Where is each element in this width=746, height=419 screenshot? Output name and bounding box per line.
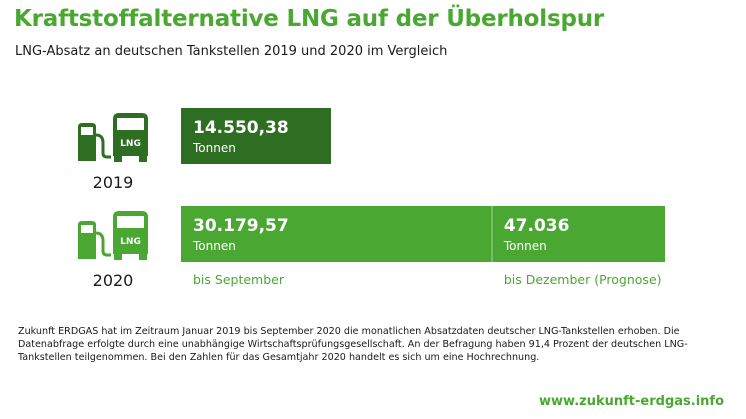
year-label: 2020 (92, 271, 134, 290)
icon-lng-text: LNG (120, 237, 141, 247)
year-label: 2019 (92, 173, 134, 192)
bar-value-label: 47.036 (503, 216, 570, 236)
lng-truck-fuel-icon: LNG (78, 211, 148, 260)
bar-value-label: 14.550,38 (193, 118, 289, 138)
segment-divider (490, 206, 493, 262)
bar-unit-label: Tonnen (193, 141, 236, 155)
bar-segment (181, 206, 492, 262)
bar-segment (491, 206, 666, 262)
bar-segment (181, 108, 331, 164)
methodology-note: Zukunft ERDGAS hat im Zeitraum Januar 20… (18, 326, 688, 364)
chart-subtitle: LNG-Absatz an deutschen Tankstellen 2019… (15, 44, 448, 59)
period-label: bis September (193, 272, 284, 287)
bar-value-label: 30.179,57 (193, 216, 289, 236)
bar-unit-label: Tonnen (193, 239, 236, 253)
period-label: bis Dezember (Prognose) (503, 272, 662, 287)
lng-truck-fuel-icon: LNG (78, 113, 148, 162)
chart-title: Kraftstoffalternative LNG auf der Überho… (14, 6, 605, 32)
bar-unit-label: Tonnen (503, 239, 547, 253)
icon-lng-text: LNG (120, 139, 141, 149)
website-link[interactable]: www.zukunft-erdgas.info (539, 394, 724, 409)
